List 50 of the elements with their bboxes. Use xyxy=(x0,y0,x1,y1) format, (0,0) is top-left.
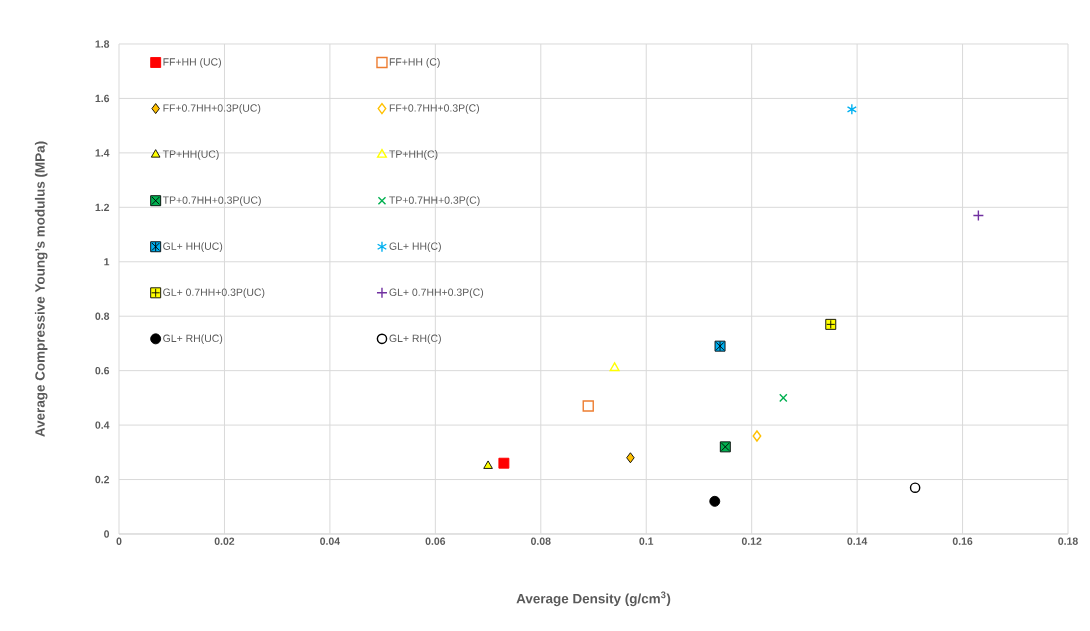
legend-label: TP+0.7HH+0.3P(UC) xyxy=(162,196,261,206)
y-tick-label: 1 xyxy=(104,258,110,266)
legend-label: GL+ 0.7HH+0.3P(C) xyxy=(389,288,484,299)
x-tick-label: 0.04 xyxy=(320,537,341,545)
legend-label: TP+HH(C) xyxy=(389,150,438,160)
x-tick-label: 0 xyxy=(116,537,122,545)
point xyxy=(714,340,726,352)
point xyxy=(483,460,493,469)
legend-label: GL+ RH(UC) xyxy=(163,334,223,345)
legend-label: FF+HH (C) xyxy=(389,57,440,68)
y-tick-label: 0.6 xyxy=(95,366,110,375)
point xyxy=(626,452,635,464)
point xyxy=(719,441,731,453)
x-axis-title: Average Density (g/cm$^{3}$) xyxy=(516,591,671,607)
legend-label: TP+HH(UC) xyxy=(162,150,219,160)
x-tick-label: 0.08 xyxy=(531,537,551,545)
y-tick-label: 0 xyxy=(104,530,110,538)
y-tick-label: 0.2 xyxy=(95,475,110,484)
point xyxy=(909,482,921,494)
legend-label: FF+HH (UC) xyxy=(163,57,221,68)
y-tick-label: 1.2 xyxy=(95,203,110,211)
legend-label: FF+0.7HH+0.3P(C) xyxy=(389,104,479,114)
point xyxy=(779,393,788,403)
y-tick-label: 1.8 xyxy=(95,40,110,48)
x-tick-label: 0.16 xyxy=(952,537,973,545)
point xyxy=(709,495,721,507)
y-tick-label: 0.8 xyxy=(95,312,110,320)
point xyxy=(752,430,762,442)
legend-label: GL+ RH(C) xyxy=(389,334,441,345)
x-tick-label: 0.18 xyxy=(1058,537,1078,545)
x-tick-label: 0.12 xyxy=(741,537,762,545)
y-tick-label: 0.4 xyxy=(95,421,110,429)
point xyxy=(972,209,985,222)
legend-label: GL+ 0.7HH+0.3P(UC) xyxy=(163,288,265,299)
legend-label: GL+ HH(C) xyxy=(389,242,441,252)
y-tick-label: 1.6 xyxy=(95,94,110,103)
point xyxy=(609,362,620,372)
x-tick-label: 0.06 xyxy=(425,537,446,545)
legend-label: FF+0.7HH+0.3P(UC) xyxy=(163,104,261,114)
point xyxy=(582,400,594,412)
point xyxy=(846,103,857,116)
x-tick-label: 0.1 xyxy=(639,537,654,545)
legend-label: GL+ HH(UC) xyxy=(163,242,223,252)
point xyxy=(825,318,837,330)
x-tick-label: 0.02 xyxy=(214,537,235,545)
y-tick-label: 1.4 xyxy=(95,149,110,157)
point xyxy=(498,457,510,469)
y-axis-title: Average Compressive Young’s modulus (MPa) xyxy=(34,141,48,437)
x-tick-label: 0.14 xyxy=(847,537,868,545)
legend-label: TP+0.7HH+0.3P(C) xyxy=(389,196,480,206)
